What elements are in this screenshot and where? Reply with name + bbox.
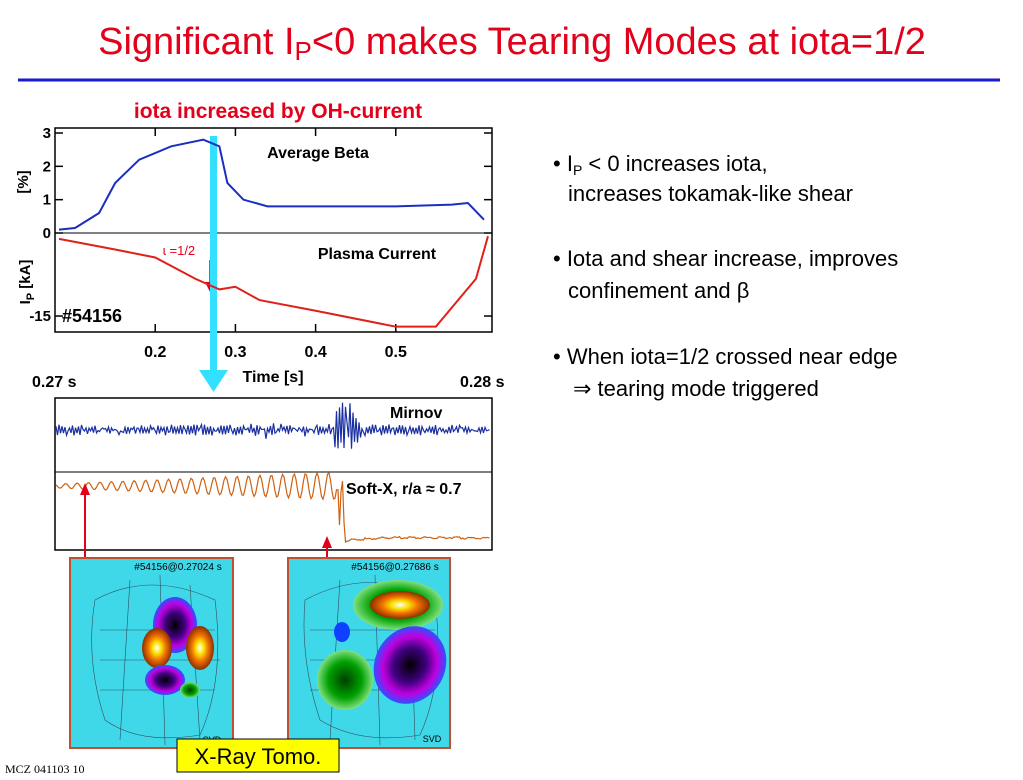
beta-label: Average Beta <box>267 145 369 162</box>
tomo-blob <box>334 622 350 642</box>
bullet: • IP < 0 increases iota, <box>553 151 768 178</box>
y-tick-label: -15 <box>29 308 51 325</box>
y-tick-label: 2 <box>43 158 51 175</box>
iota-label: ɩ =1/2 <box>163 243 195 258</box>
bullet-text: < 0 increases iota, <box>582 151 767 176</box>
x-tick-label: 0.4 <box>304 344 326 361</box>
bullet-line: confinement and β <box>568 278 749 303</box>
softx-label: Soft-X, r/a ≈ 0.7 <box>346 481 462 498</box>
tomo-blob <box>180 682 200 698</box>
current-unit: IP [kA] <box>17 260 37 305</box>
bullet-list: • IP < 0 increases iota, increases tokam… <box>553 151 898 401</box>
y-tick-label: 1 <box>43 192 51 209</box>
tomo-caption: #54156@0.27686 s <box>351 562 438 573</box>
signal-start: 0.27 s <box>32 374 77 391</box>
unit-text: [kA] <box>17 260 34 293</box>
tomo-label: X-Ray Tomo. <box>195 744 322 769</box>
tomo-image: #54156@0.27686 s SVD <box>287 557 451 749</box>
current-label: Plasma Current <box>318 246 437 263</box>
y-tick-label: 3 <box>43 125 51 142</box>
current-line <box>58 235 489 328</box>
mirnov-waveform <box>55 402 490 449</box>
title-text: <0 makes Tearing Modes at iota=1/2 <box>312 21 926 63</box>
bullet: • When iota=1/2 crossed near edge <box>553 344 898 369</box>
tomo-blob <box>373 626 447 704</box>
unit-text: I <box>17 300 34 304</box>
mirnov-label: Mirnov <box>390 405 443 422</box>
beta-line <box>58 138 485 231</box>
tomo-tag: SVD <box>423 734 442 744</box>
bullet-text: • I <box>553 151 573 176</box>
title-text: Significant I <box>98 21 294 63</box>
tomo-image: #54156@0.27024 s SVD <box>69 557 234 749</box>
signal-end: 0.28 s <box>460 374 505 391</box>
tomo-blob <box>145 665 185 695</box>
x-tick-label: 0.5 <box>385 344 407 361</box>
pointer-arrowhead <box>80 483 90 495</box>
plot-heading: iota increased by OH-current <box>134 100 422 123</box>
shot-number: #54156 <box>62 306 122 326</box>
tomo-blob <box>317 650 373 710</box>
bullet-line: increases tokamak-like shear <box>568 181 853 206</box>
tomo-label-box <box>176 738 340 773</box>
signal-frame <box>54 397 493 551</box>
footer: MCZ 041103 10 <box>5 762 85 776</box>
plot-frame <box>54 127 493 333</box>
tomo-blob <box>370 591 430 619</box>
bullet-subscript: P <box>573 162 582 178</box>
x-tick-label: 0.3 <box>224 344 246 361</box>
x-axis-label: Time [s] <box>242 369 303 386</box>
time-marker <box>210 136 217 370</box>
title: Significant IP<0 makes Tearing Modes at … <box>98 21 926 66</box>
bullet-line: ⇒ tearing mode triggered <box>573 376 819 401</box>
time-marker-head <box>199 370 228 392</box>
y-tick-label: 0 <box>43 225 51 242</box>
softx-waveform <box>55 471 490 544</box>
bullet: • Iota and shear increase, improves <box>553 246 898 271</box>
pointer-arrowhead <box>322 536 332 548</box>
x-tick-label: 0.2 <box>144 344 166 361</box>
tomo-blob <box>142 628 172 668</box>
beta-unit: [%] <box>15 170 32 193</box>
unit-subscript: P <box>25 293 37 300</box>
title-subscript: P <box>295 36 312 66</box>
tomo-blob <box>186 626 214 670</box>
tomo-caption: #54156@0.27024 s <box>134 562 221 573</box>
